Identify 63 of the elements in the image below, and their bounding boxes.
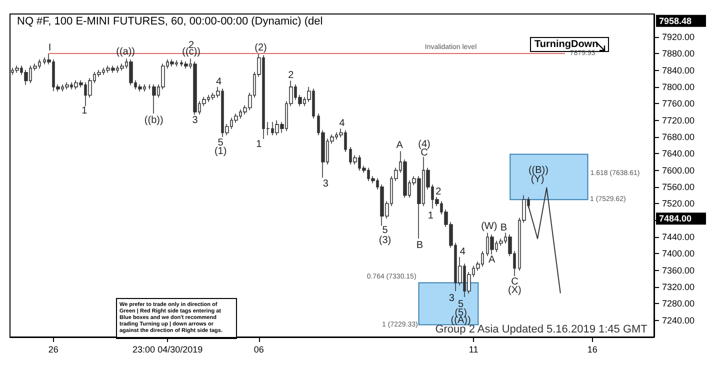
annotation: 1 (428, 210, 434, 222)
y-tick-label: 7760.00 (662, 98, 695, 109)
y-tick-label: 7320.00 (662, 282, 695, 292)
x-tick-label: 23:00 04/30/2019 (132, 344, 203, 354)
annotation: A (488, 254, 496, 266)
annotation: 2 (436, 186, 442, 198)
y-tick-label: 7520.00 (662, 198, 695, 209)
annotation: 4 (216, 76, 222, 88)
candlestick (24, 69, 28, 86)
annotation: (4) (418, 138, 430, 150)
annotation: 2 (288, 70, 294, 81)
annotation: B (500, 222, 508, 234)
annotation: ((b)) (144, 114, 164, 126)
annotation: (1) (214, 146, 227, 158)
y-tick-label: 7640.00 (662, 148, 695, 159)
y-tick-label: 7560.00 (662, 182, 695, 192)
annotation: (X) (508, 284, 522, 296)
text: 7958.48 (659, 16, 692, 26)
y-tick-label: 7840.00 (662, 65, 695, 76)
annotation: 4 (339, 118, 346, 130)
y-tick-label: 7280.00 (662, 298, 695, 309)
annotation: 3 (322, 178, 329, 190)
x-tick-label: 16 (587, 344, 598, 354)
candlestick (15, 65, 19, 74)
candlestick (184, 61, 188, 69)
annotation: ((B)) (528, 164, 548, 176)
y-tick-label: 7440.00 (662, 232, 695, 242)
y-tick-label: 7240.00 (662, 315, 695, 326)
annotation: A (396, 140, 404, 151)
candlestick (193, 61, 197, 116)
candlestick (65, 82, 69, 90)
y-tick-label: 7920.00 (662, 32, 695, 42)
x-tick-label: 06 (254, 344, 264, 354)
annotation: (3) (378, 234, 392, 246)
candlestick (129, 59, 133, 86)
candlestick (152, 84, 156, 114)
candlestick (170, 59, 174, 67)
annotation: 4 (460, 246, 466, 258)
x-tick-label: 26 (48, 344, 58, 354)
annotation: I (48, 42, 52, 54)
y-tick-label: 7400.00 (662, 248, 695, 259)
annotation: (W) (481, 221, 498, 232)
annotation: 1 (82, 106, 88, 117)
text: 7484.00 (659, 214, 692, 224)
annotation: Group 2 Asia Updated 5.16.2019 1:45 GMT (435, 324, 648, 336)
annotation: 1 (256, 138, 262, 150)
annotation: 5 (382, 225, 388, 236)
x-tick-label: 11 (468, 344, 478, 354)
annotation: 3 (448, 293, 455, 304)
y-tick-label: 7800.00 (662, 82, 695, 92)
annotation: 3 (192, 114, 198, 126)
annotation: TurningDown (534, 39, 598, 50)
y-tick-label: 7880.00 (662, 48, 695, 59)
y-tick-label: 7600.00 (662, 165, 695, 176)
annotation: B (416, 240, 424, 251)
chart-title: NQ #F, 100 E-MINI FUTURES, 60, 00:00-00:00 (Dynamic) (del (17, 16, 323, 28)
candlestick (490, 234, 494, 255)
y-tick-label: 7360.00 (662, 265, 695, 276)
annotation: C (420, 147, 428, 158)
y-tick-label: 7720.00 (662, 115, 695, 126)
annotation: (2) (254, 42, 267, 54)
y-tick-label: 7680.00 (662, 132, 695, 142)
candlestick (138, 84, 142, 92)
